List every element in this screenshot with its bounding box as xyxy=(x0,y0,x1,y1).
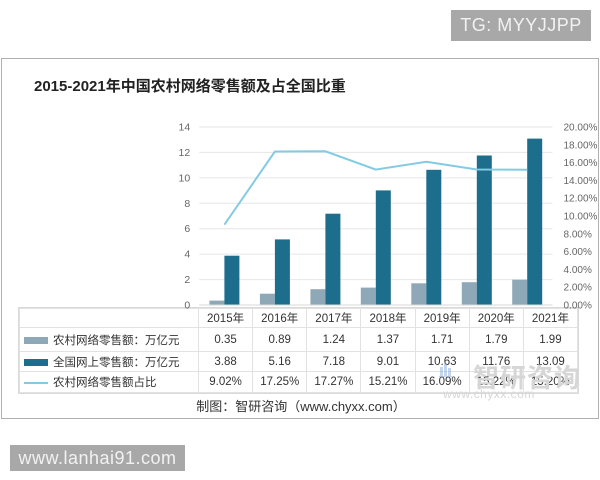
svg-text:14: 14 xyxy=(179,122,191,134)
svg-text:10: 10 xyxy=(179,172,191,184)
svg-text:8.00%: 8.00% xyxy=(564,229,592,240)
svg-text:4.00%: 4.00% xyxy=(564,265,592,276)
svg-text:18.00%: 18.00% xyxy=(564,140,598,151)
svg-text:2: 2 xyxy=(184,274,190,286)
svg-text:14.00%: 14.00% xyxy=(564,176,598,187)
svg-text:16.00%: 16.00% xyxy=(564,158,598,169)
svg-text:12.00%: 12.00% xyxy=(564,194,598,205)
svg-text:10.00%: 10.00% xyxy=(564,212,598,223)
svg-text:0.00%: 0.00% xyxy=(564,301,592,312)
svg-text:6.00%: 6.00% xyxy=(564,247,592,258)
svg-text:20.00%: 20.00% xyxy=(564,123,598,134)
svg-text:12: 12 xyxy=(179,147,191,159)
svg-text:2.00%: 2.00% xyxy=(564,283,592,294)
svg-text:6: 6 xyxy=(184,223,190,235)
svg-text:0: 0 xyxy=(184,300,190,312)
svg-text:4: 4 xyxy=(184,249,190,261)
svg-text:8: 8 xyxy=(184,198,190,210)
